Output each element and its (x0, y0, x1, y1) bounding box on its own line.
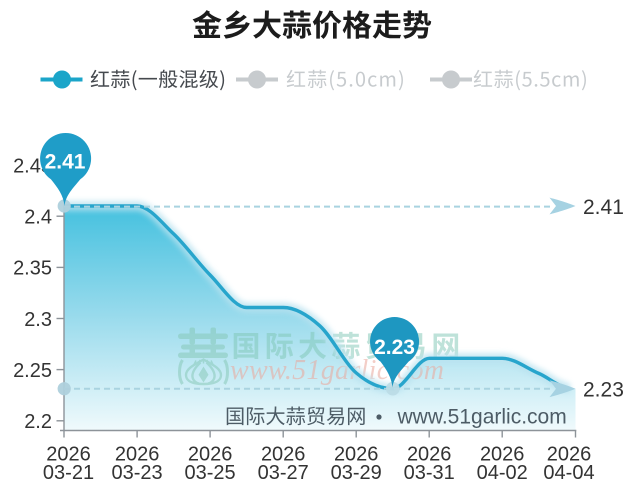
svg-text:2026: 2026 (115, 443, 160, 465)
svg-text:03-31: 03-31 (404, 462, 455, 484)
svg-text:2026: 2026 (261, 443, 306, 465)
svg-text:2026: 2026 (407, 443, 452, 465)
svg-text:2.23: 2.23 (374, 336, 415, 359)
svg-text:2.25: 2.25 (13, 360, 52, 382)
svg-text:2.3: 2.3 (24, 309, 52, 331)
svg-text:2.2: 2.2 (24, 411, 52, 433)
svg-text:04-04: 04-04 (543, 462, 594, 484)
svg-text:2026: 2026 (188, 443, 233, 465)
svg-text:2026: 2026 (46, 443, 91, 465)
svg-text:2026: 2026 (334, 443, 379, 465)
svg-text:03-29: 03-29 (331, 462, 382, 484)
svg-text:04-02: 04-02 (477, 462, 528, 484)
svg-text:2.23: 2.23 (583, 378, 624, 401)
svg-text:www.51garlic.com: www.51garlic.com (397, 406, 567, 429)
svg-text:2.41: 2.41 (45, 151, 86, 174)
svg-text:03-27: 03-27 (258, 462, 309, 484)
svg-text:2026: 2026 (480, 443, 525, 465)
svg-text:2.35: 2.35 (13, 258, 52, 280)
svg-text:2.41: 2.41 (583, 196, 624, 219)
svg-text:03-21: 03-21 (43, 462, 94, 484)
svg-text:2026: 2026 (547, 443, 592, 465)
svg-text:03-25: 03-25 (185, 462, 236, 484)
svg-text:03-23: 03-23 (112, 462, 163, 484)
svg-text:2.4: 2.4 (24, 207, 52, 229)
